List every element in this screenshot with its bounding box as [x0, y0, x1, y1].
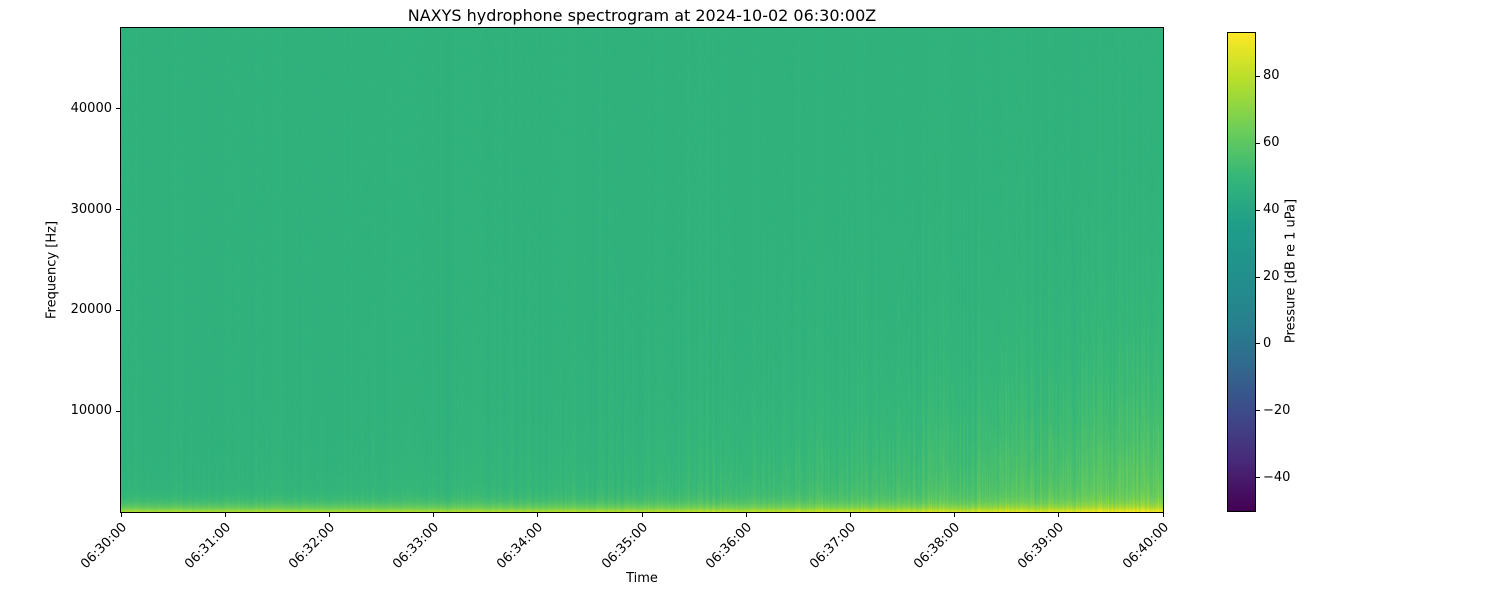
x-tick-label: 06:35:00 [598, 520, 651, 572]
colorbar-tick-mark [1256, 75, 1260, 77]
x-tick-label: 06:34:00 [494, 520, 547, 572]
x-tick-mark [433, 513, 435, 517]
colorbar-tick-label: 40 [1263, 202, 1280, 218]
x-tick-label: 06:37:00 [807, 520, 859, 572]
y-tick-label: 10000 [70, 403, 112, 419]
chart-title: NAXYS hydrophone spectrogram at 2024-10-… [407, 6, 877, 25]
colorbar-tick-label: 0 [1263, 335, 1272, 351]
colorbar-tick-mark [1256, 343, 1260, 345]
colorbar-tick-label: −40 [1263, 469, 1291, 485]
colorbar-label: Pressure [dB re 1 uPa] [1283, 198, 1299, 344]
x-tick-mark [537, 513, 539, 517]
x-tick-mark [745, 513, 747, 517]
x-tick-label: 06:30:00 [77, 520, 130, 572]
colorbar-tick-mark [1256, 209, 1260, 211]
colorbar-tick-mark [1256, 142, 1260, 144]
x-tick-mark [641, 513, 643, 517]
x-tick-mark [120, 513, 122, 517]
colorbar [1227, 32, 1256, 512]
x-tick-label: 06:38:00 [911, 520, 964, 572]
x-tick-label: 06:32:00 [286, 520, 338, 572]
colorbar-tick-label: 80 [1263, 68, 1280, 84]
y-tick-label: 30000 [70, 201, 112, 217]
x-tick-label: 06:33:00 [390, 520, 443, 572]
x-tick-label: 06:40:00 [1119, 520, 1172, 572]
y-tick-mark [116, 209, 120, 210]
x-tick-mark [1058, 513, 1060, 517]
x-tick-mark [849, 513, 851, 517]
x-tick-mark [954, 513, 956, 517]
x-tick-label: 06:36:00 [702, 520, 755, 572]
y-tick-mark [116, 309, 120, 311]
y-tick-label: 20000 [70, 302, 112, 318]
x-tick-label: 06:39:00 [1015, 520, 1068, 572]
plot-area [120, 27, 1164, 513]
y-tick-label: 40000 [70, 100, 112, 116]
x-tick-mark [224, 513, 226, 517]
colorbar-tick-label: 60 [1263, 135, 1280, 151]
x-tick-label: 06:31:00 [181, 520, 234, 572]
y-tick-mark [116, 410, 120, 412]
y-tick-mark [116, 108, 120, 110]
colorbar-tick-mark [1256, 410, 1260, 412]
x-tick-mark [328, 513, 330, 517]
colorbar-tick-label: 20 [1263, 269, 1280, 284]
x-axis-label: Time [626, 571, 658, 586]
colorbar-tick-label: −20 [1263, 402, 1291, 418]
spectrogram-canvas [121, 28, 1163, 512]
colorbar-tick-mark [1256, 276, 1260, 278]
colorbar-tick-mark [1256, 477, 1260, 479]
x-tick-mark [1162, 513, 1164, 517]
colorbar-canvas [1228, 33, 1255, 511]
